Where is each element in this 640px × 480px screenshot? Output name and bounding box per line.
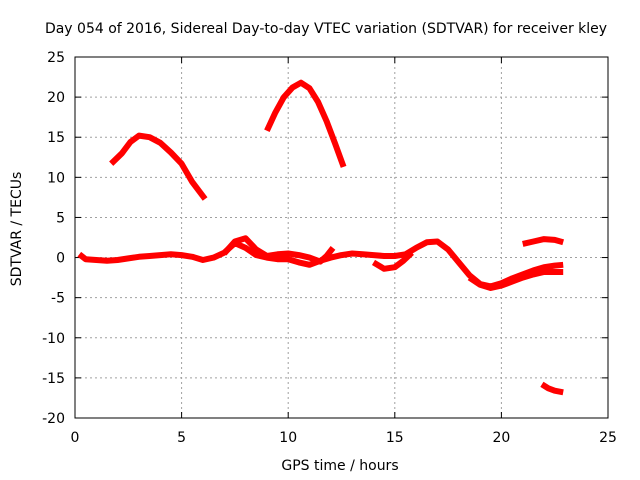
- y-tick-label: 15: [47, 130, 65, 146]
- grid: [75, 57, 608, 418]
- y-tick-label: -15: [42, 371, 65, 387]
- plot-area-frame: [74, 56, 609, 419]
- series-arc-d: [540, 381, 564, 396]
- x-tick-label: 20: [492, 430, 510, 446]
- series-main-2: [221, 235, 336, 265]
- y-tick-label: 25: [47, 50, 65, 66]
- y-tick-label: 10: [47, 170, 65, 186]
- axis-ticks: [74, 56, 609, 419]
- y-tick-label: -5: [51, 291, 65, 307]
- x-tick-label: 15: [386, 430, 404, 446]
- y-tick-label: -20: [42, 411, 65, 427]
- series-arc-a: [109, 132, 208, 201]
- series-arc-c: [522, 236, 565, 247]
- series-main-3: [371, 250, 414, 272]
- y-tick-label: 20: [47, 90, 65, 106]
- x-tick-label: 5: [177, 430, 186, 446]
- data-series: [77, 79, 565, 396]
- x-tick-label: 10: [279, 430, 297, 446]
- y-tick-label: 0: [56, 251, 65, 267]
- x-tick-label: 25: [599, 430, 617, 446]
- y-tick-labels: -20 -15 -10 -5 0 5 10 15 20 25: [42, 50, 65, 427]
- y-axis-label: SDTVAR / TECUs: [9, 172, 25, 287]
- chart-title: Day 054 of 2016, Sidereal Day-to-day VTE…: [45, 21, 607, 37]
- x-axis-label: GPS time / hours: [281, 458, 398, 474]
- x-tick-labels: 0 5 10 15 20 25: [71, 430, 617, 446]
- y-tick-label: 5: [56, 210, 65, 226]
- y-tick-label: -10: [42, 331, 65, 347]
- x-tick-label: 0: [71, 430, 80, 446]
- series-arc-b: [264, 79, 347, 168]
- series-main-4: [467, 269, 564, 291]
